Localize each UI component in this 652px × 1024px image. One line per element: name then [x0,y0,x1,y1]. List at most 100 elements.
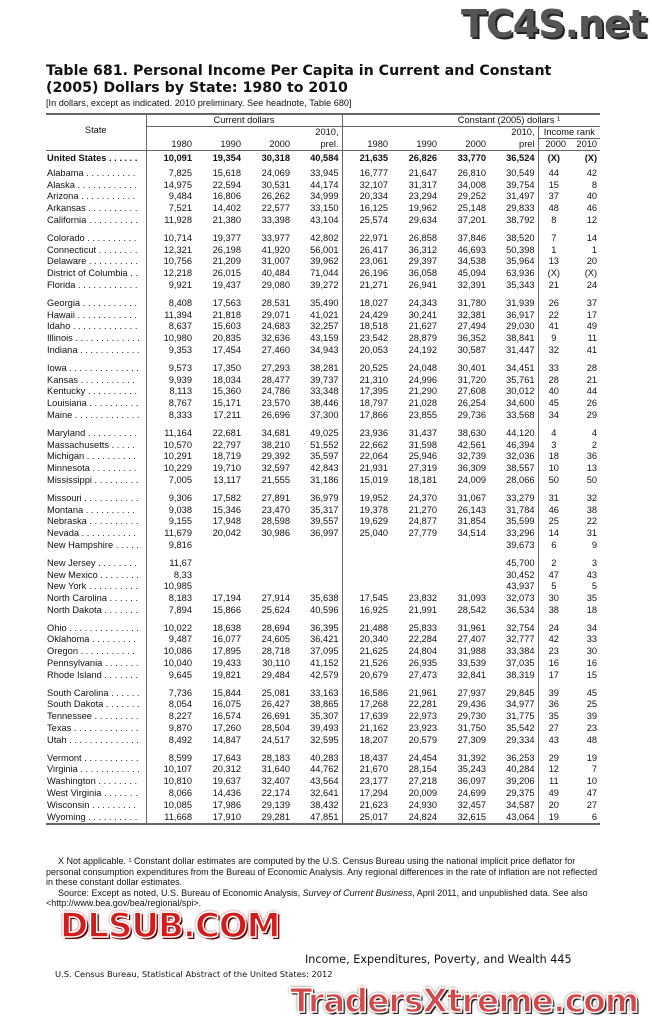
value-cell: 9,645 [145,669,195,682]
value-cell: 24,930 [408,799,438,810]
value-cell: 38,319 [506,669,535,680]
table-row: New Jersey . . . . . . . . 11,67 45,700 2 3 [46,551,600,570]
value-cell: 8,227 [145,711,195,724]
value-cell: 21,931 [341,463,392,475]
state-label: California . . . . . . . . . . [47,214,138,225]
value-cell: 22,064 [341,451,392,464]
value-cell: 20,525 [341,356,392,375]
value-cell: 21,991 [408,604,438,615]
footnote-1: X Not applicable. ¹ Constant dollar esti… [46,856,598,887]
table-row: North Carolina . . . . . . 8,183 17,194 27… [46,593,600,605]
rank-cell: 30 [537,593,570,605]
value-cell [391,581,440,593]
value-cell: 26,196 [341,268,392,280]
value-cell: 17,294 [341,788,392,800]
value-cell: 29,281 [244,811,293,826]
table-row: Pennsylvania . . . . . . . 10,040 19,433 3… [46,658,600,670]
value-cell: 31,750 [457,723,487,734]
state-label: Tennessee . . . . . . . . . [47,711,139,722]
state-name: South Dakota . . . . . . . [46,699,146,711]
rank-cell: 14 [586,232,598,243]
state-label: North Carolina . . . . . . [47,593,138,604]
rank-cell: 7 [537,226,570,245]
state-name: Hawaii . . . . . . . . . . . . [46,310,146,322]
value-cell: 38,520 [506,232,535,243]
value-cell: 27,473 [408,669,438,680]
value-cell: 23,832 [408,593,438,604]
value-cell: 26,810 [457,167,487,178]
table-row: Massachusetts . . . . . 10,570 22,797 38,2… [46,439,600,452]
value-cell: 9,921 [145,279,195,292]
rank-cell: 41 [586,344,598,355]
table-row: Oklahoma . . . . . . . . . 9,487 16,077 24… [46,634,600,647]
state-name: Minnesota . . . . . . . . . [46,463,146,475]
state-name: Missouri . . . . . . . . . . . [46,487,146,505]
value-cell: 18,437 [341,746,392,765]
state-name: Wyoming . . . . . . . . . . [46,811,146,826]
value-cell: 29,634 [408,214,438,225]
value-cell: 34,681 [261,427,290,438]
rank-cell: 12 [586,214,598,225]
col-year: 1990 [391,138,441,151]
value-cell: 36,352 [457,333,487,344]
value-cell: 21,961 [408,687,438,698]
state-label: Kansas . . . . . . . . . . . [47,374,135,385]
value-cell: 29,375 [506,788,535,799]
value-cell: 44,174 [310,179,339,190]
state-label: Nebraska . . . . . . . . . . [47,516,139,527]
value-cell: 29,252 [457,191,487,202]
table-row: District of Columbia . . 12,218 26,015 40,… [46,268,600,280]
table-row: Maryland . . . . . . . . . . 11,164 22,68… [46,421,600,440]
value-cell: 19,433 [212,658,241,669]
value-cell: 38,865 [310,699,339,710]
rank-cell: 19 [537,811,570,826]
value-cell: 17,866 [341,409,392,422]
value-cell: 28,694 [261,622,290,633]
state-label: Oklahoma . . . . . . . . . [47,634,136,645]
rank-cell: 31 [586,528,598,539]
value-cell: 21,526 [341,658,392,670]
value-cell: 33,163 [310,687,339,698]
value-cell: 16,806 [212,191,241,202]
value-cell: 27,319 [408,463,438,474]
col-group-current: Current dollars [145,114,343,127]
rank-cell: 24 [537,616,570,635]
rank-cell: 34 [537,409,570,422]
value-cell: 10,570 [145,439,195,452]
rank-cell: 46 [586,203,598,214]
rank-cell: 45 [586,687,598,698]
table-row: Idaho . . . . . . . . . . . . . 8,637 15,… [46,321,600,334]
value-cell: 32,457 [457,799,487,810]
rank-cell: (X) [537,150,570,168]
rank-cell: 36 [537,699,570,712]
value-cell: 8,767 [145,398,195,410]
table-row: New York . . . . . . . . . . 10,985 43,93… [46,581,600,594]
state-name: Arizona . . . . . . . . . . . [46,191,146,203]
state-name: West Virginia . . . . . . . [46,788,146,800]
value-cell: 17,910 [195,811,244,826]
rank-cell: 35 [586,593,598,604]
value-cell: 18,027 [341,291,392,310]
table-row: Oregon . . . . . . . . . . . 10,086 17,89… [46,646,600,659]
value-cell: 29,833 [506,203,535,214]
value-cell: 14,436 [212,788,241,799]
value-cell: 32,073 [506,593,535,604]
value-cell: 27,891 [261,492,290,503]
value-cell: 28,504 [261,723,290,734]
state-name: District of Columbia . . [46,268,146,280]
value-cell: 17,268 [341,699,392,712]
col-group-constant: Constant (2005) dollars ¹ [341,114,601,127]
rank-cell: 9 [537,333,570,345]
value-cell: 36,312 [408,244,438,255]
table-row: Maine . . . . . . . . . . . . . 8,333 17,… [46,409,600,422]
value-cell: 47,851 [293,811,343,826]
value-cell: 11,679 [145,528,195,540]
value-cell: 34,587 [506,799,535,810]
value-cell: 31,447 [506,344,535,355]
value-cell: 24,699 [457,788,487,799]
state-name: Colorado . . . . . . . . . . [46,227,146,245]
col-year: 2010 [569,138,601,151]
state-name: Alaska . . . . . . . . . . . . [46,180,146,192]
value-cell: 31,988 [457,646,487,657]
rank-cell: 39 [586,711,598,722]
